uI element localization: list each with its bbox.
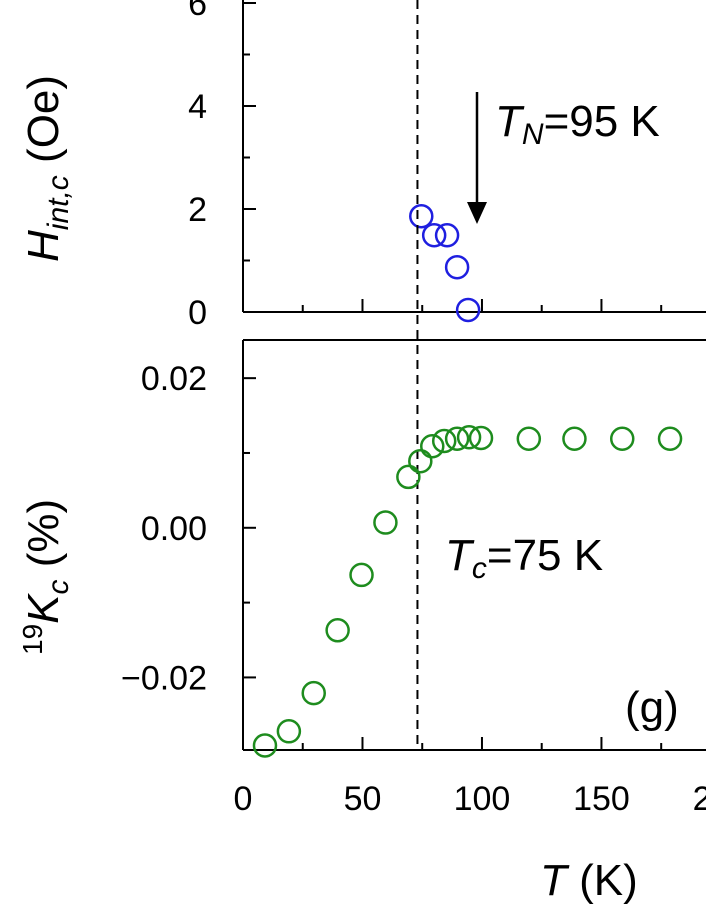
y-axis-label-part: (Oe)	[19, 75, 68, 175]
annotation-part: =75 K	[487, 531, 603, 580]
y-axis-label: Hint,c (Oe)	[19, 75, 75, 262]
x-axis-label: T (K)	[540, 856, 638, 905]
annotation: Tc=75 K	[445, 531, 603, 585]
data-point	[396, 464, 421, 490]
data-point	[468, 425, 494, 451]
x-tick-label: 50	[344, 780, 382, 818]
data-point	[301, 680, 326, 706]
data-point	[373, 510, 398, 535]
annotation-part: T	[445, 531, 475, 580]
x-tick-label: 0	[234, 780, 253, 818]
data-point	[409, 203, 434, 229]
data-point	[516, 426, 542, 452]
data-point	[349, 562, 374, 588]
y-axis-label-part: (%)	[19, 499, 68, 580]
data-point	[276, 719, 302, 744]
data-point	[420, 433, 445, 459]
y-tick-label: 0.02	[141, 360, 207, 398]
x-tick-label: 150	[573, 780, 630, 818]
y-tick-label: 0	[188, 294, 207, 332]
data-point	[609, 426, 635, 452]
x-axis-label-part: (K)	[567, 856, 638, 905]
y-axis-label-part: c	[42, 579, 75, 594]
y-axis-label-part: K	[19, 593, 68, 624]
arrow-head	[467, 202, 487, 224]
data-point	[456, 425, 482, 450]
y-tick-label: 0.00	[141, 510, 207, 548]
annotation-part: =95 K	[544, 97, 660, 146]
data-point	[434, 223, 460, 248]
y-axis-label: 19Kc (%)	[17, 499, 75, 655]
y-axis-label-part: int,c	[42, 175, 75, 230]
data-point	[325, 618, 350, 643]
data-point	[444, 254, 470, 280]
data-point	[408, 448, 433, 474]
y-axis-label-part: H	[19, 230, 68, 262]
annotation: TN=95 K	[495, 97, 660, 151]
data-point	[421, 223, 447, 248]
data-point	[455, 297, 481, 323]
x-tick-label: 200	[693, 780, 706, 818]
data-point	[252, 733, 278, 758]
y-axis-label-part: 19	[17, 624, 48, 655]
x-axis-label-part: T	[540, 856, 570, 905]
y-tick-label: −0.02	[121, 659, 207, 697]
annotation-part: c	[472, 552, 487, 585]
y-tick-label: 4	[188, 88, 207, 126]
annotation-part: N	[522, 118, 544, 151]
y-tick-label: 6	[188, 0, 207, 23]
x-tick-label: 100	[454, 780, 511, 818]
data-point	[562, 426, 587, 452]
data-point	[444, 426, 470, 452]
data-point	[431, 428, 457, 454]
annotation-part: T	[495, 97, 525, 146]
panel-label: (g)	[625, 683, 679, 732]
data-point	[657, 426, 683, 452]
y-tick-label: 2	[188, 191, 207, 229]
